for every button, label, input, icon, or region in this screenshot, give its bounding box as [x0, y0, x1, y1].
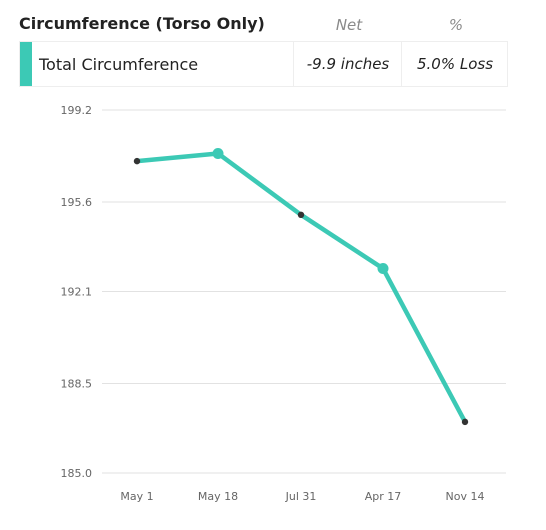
- percent-column-header: %: [448, 16, 464, 34]
- x-tick-label: Apr 17: [365, 490, 402, 503]
- data-point-dot: [133, 157, 141, 165]
- x-tick-label: Jul 31: [285, 490, 317, 503]
- net-change-value: -9.9 inches: [293, 42, 402, 86]
- summary-row: Total Circumference -9.9 inches 5.0% Los…: [19, 41, 508, 87]
- chart-header: Circumference (Torso Only) Net %: [19, 12, 508, 38]
- chart-title: Circumference (Torso Only): [19, 14, 265, 33]
- data-point-marker: [377, 262, 389, 274]
- percent-change-value: 5.0% Loss: [401, 42, 508, 86]
- line-chart: 199.2 195.6 192.1 188.5 185.0 May 1 May 18 Jul …: [61, 104, 506, 503]
- y-tick-label: 195.6: [61, 196, 93, 209]
- x-tick-label: May 1: [120, 490, 153, 503]
- y-tick-label: 188.5: [61, 378, 93, 391]
- summary-label: Total Circumference: [39, 55, 199, 74]
- x-tick-label: Nov 14: [446, 490, 485, 503]
- data-point-marker: [212, 147, 224, 159]
- y-tick-label: 185.0: [61, 467, 93, 480]
- data-point-dot: [297, 211, 305, 219]
- x-tick-label: May 18: [198, 490, 238, 503]
- series-line: [134, 151, 468, 425]
- net-column-header: Net: [335, 16, 363, 34]
- data-point-dot: [461, 418, 469, 426]
- series-color-swatch: [20, 42, 32, 86]
- y-tick-label: 199.2: [61, 104, 93, 117]
- y-tick-label: 192.1: [61, 286, 93, 299]
